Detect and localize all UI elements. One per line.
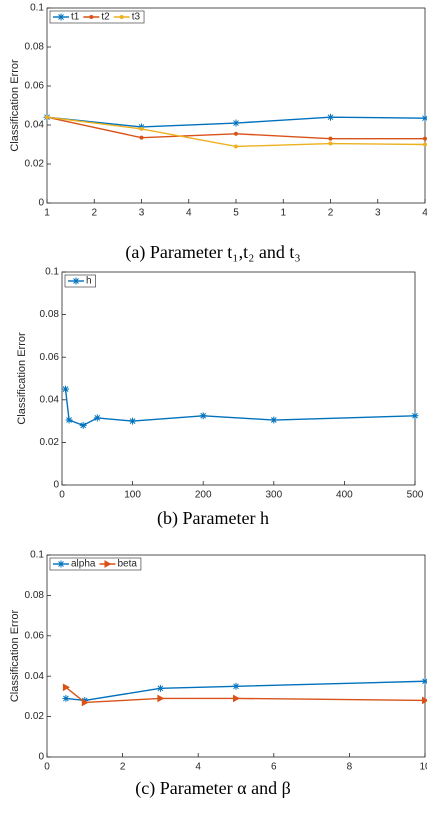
marker [81, 698, 89, 707]
y-tick-label: 0.08 [40, 309, 60, 320]
marker [89, 15, 94, 19]
chart: 0 0.02 0.04 0.06 0.08 0.1 0 2 4 6 8 10 Classificatio… [9, 550, 427, 799]
y-tick-label: 0.1 [30, 3, 44, 14]
x-tick-label: 10 [419, 762, 427, 773]
marker [199, 412, 207, 420]
y-tick-label: 0 [38, 198, 44, 209]
marker [234, 144, 239, 149]
x-tick-label: 2 [91, 208, 97, 219]
x-tick-label: 0 [44, 762, 50, 773]
x-tick-label: 6 [271, 762, 277, 773]
legend-label: beta [117, 559, 137, 570]
chart: 0 0.02 0.04 0.06 0.08 0.1 1 2 3 4 5 1 2 3 4 Classificat… [9, 3, 427, 263]
caption: (b) Parameter h [157, 508, 269, 529]
plot-area [46, 7, 426, 204]
y-axis-label: Classification Error [9, 59, 21, 152]
marker [62, 683, 70, 692]
x-tick-label: 8 [347, 762, 353, 773]
marker [45, 115, 50, 120]
legend: t1 t2 t3 [49, 10, 145, 24]
x-tick-label: 2 [120, 762, 126, 773]
legend: h [64, 274, 96, 288]
legend-box [49, 557, 142, 571]
marker [423, 136, 427, 141]
marker [129, 417, 137, 425]
y-tick-label: 0.04 [25, 671, 45, 682]
chart: 0 0.02 0.04 0.06 0.08 0.1 0 100 200 300 400 500 Clas… [16, 267, 424, 529]
x-tick-label: 400 [336, 490, 353, 501]
y-tick-label: 0.06 [25, 81, 45, 92]
marker [411, 412, 419, 420]
marker [156, 684, 164, 692]
x-tick-label: 0 [59, 490, 65, 501]
legend-label: h [86, 276, 92, 287]
x-tick-label: 100 [124, 490, 141, 501]
y-tick-label: 0.02 [40, 437, 60, 448]
legend-label: t1 [71, 12, 80, 23]
marker [104, 560, 112, 568]
marker [233, 694, 241, 703]
marker [57, 13, 65, 21]
caption: (a) Parameter t₁,t₂ and t₃ [125, 242, 300, 263]
marker [72, 277, 80, 285]
y-tick-label: 0.02 [25, 711, 45, 722]
x-tick-label: 4 [195, 762, 201, 773]
y-tick-label: 0.08 [25, 590, 45, 601]
marker [232, 682, 240, 690]
marker [327, 113, 334, 121]
legend-label: t3 [132, 12, 141, 23]
y-tick-label: 0.1 [30, 550, 44, 561]
x-tick-label: 3 [375, 208, 381, 219]
marker [139, 135, 144, 140]
legend-label: t2 [101, 12, 110, 23]
x-tick-label: 1 [280, 208, 286, 219]
y-tick-label: 0 [53, 480, 59, 491]
marker [62, 385, 70, 393]
x-tick-label: 2 [328, 208, 334, 219]
marker [421, 677, 427, 685]
marker [234, 131, 239, 136]
x-tick-label: 300 [265, 490, 282, 501]
marker [232, 119, 240, 127]
y-tick-label: 0.06 [40, 352, 60, 363]
x-tick-label: 500 [407, 490, 424, 501]
legend: alpha beta [49, 557, 142, 571]
marker [57, 560, 65, 568]
marker [119, 15, 124, 19]
x-tick-label: 200 [195, 490, 212, 501]
marker [328, 136, 333, 141]
x-tick-label: 1 [44, 208, 50, 219]
y-tick-label: 0 [38, 752, 44, 763]
x-tick-label: 3 [139, 208, 145, 219]
x-tick-label: 4 [422, 208, 427, 219]
marker [423, 142, 427, 147]
marker [79, 421, 87, 429]
y-tick-label: 0.04 [25, 120, 45, 131]
marker [62, 694, 70, 702]
y-axis-label: Classification Error [16, 332, 28, 425]
y-tick-label: 0.1 [45, 267, 59, 278]
marker [93, 414, 101, 422]
marker [421, 114, 427, 122]
legend-label: alpha [71, 559, 96, 570]
marker [328, 141, 333, 146]
plot-area [46, 554, 426, 758]
y-tick-label: 0.08 [25, 42, 45, 53]
y-axis-label: Classification Error [9, 610, 21, 703]
marker [422, 696, 427, 705]
marker [139, 126, 144, 131]
x-tick-label: 5 [233, 208, 239, 219]
marker [157, 694, 165, 703]
series-line [64, 389, 416, 427]
caption: (c) Parameter α and β [135, 778, 291, 799]
plot-area [61, 271, 416, 486]
y-tick-label: 0.02 [25, 159, 45, 170]
y-tick-label: 0.04 [40, 394, 60, 405]
marker [65, 416, 73, 424]
x-tick-label: 4 [186, 208, 192, 219]
y-tick-label: 0.06 [25, 630, 45, 641]
marker [270, 416, 278, 424]
